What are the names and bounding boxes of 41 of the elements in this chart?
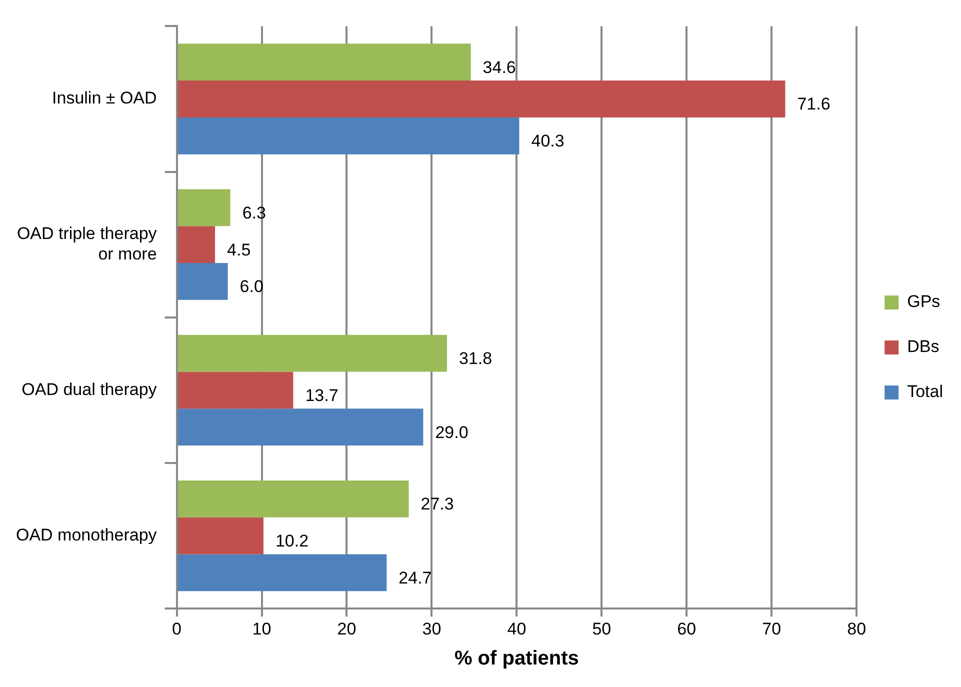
legend-label: Total: [907, 382, 944, 402]
bar: [178, 226, 216, 264]
x-tick-label: 20: [337, 619, 356, 638]
bar: [178, 189, 230, 226]
data-label: 31.8: [459, 349, 492, 368]
bar: [178, 480, 409, 518]
x-tick-label: 70: [762, 619, 782, 638]
data-label: 13.7: [305, 386, 338, 405]
data-label: 24.7: [398, 568, 432, 588]
y-tick-label: Insulin ± OAD: [52, 88, 157, 108]
bar: [178, 80, 786, 118]
data-label: 29.0: [435, 422, 468, 442]
bar: [178, 408, 424, 446]
x-axis-title: % of patients: [454, 648, 579, 670]
data-label: 10.2: [275, 531, 309, 550]
x-tick-label: 30: [422, 619, 442, 638]
bar: [178, 334, 448, 372]
bar: [178, 263, 228, 300]
data-label: 40.3: [531, 132, 564, 151]
data-label: 34.6: [482, 58, 516, 77]
x-tick-label: 10: [252, 619, 272, 638]
bar: [178, 554, 387, 592]
legend-label: DBs: [907, 337, 940, 356]
bar: [178, 517, 264, 554]
data-label: 6.0: [240, 277, 264, 296]
bar: [178, 117, 520, 154]
x-tick-label: 0: [172, 619, 182, 638]
data-label: 71.6: [797, 94, 830, 114]
data-label: 27.3: [420, 494, 454, 514]
x-tick-label: 60: [677, 619, 696, 638]
bar: [178, 44, 471, 81]
y-tick-label: OAD dual therapy: [22, 380, 158, 399]
y-tick-label: OAD triple therapy or more: [16, 224, 158, 264]
x-tick-label: 40: [507, 619, 526, 638]
data-label: 4.5: [227, 240, 251, 260]
x-tick-label: 50: [592, 619, 612, 638]
y-tick-label: OAD monotherapy: [16, 525, 158, 544]
legend-label: GPs: [907, 292, 940, 312]
data-label: 6.3: [242, 203, 266, 222]
x-tick-label: 80: [847, 619, 866, 638]
bar: [178, 372, 294, 409]
